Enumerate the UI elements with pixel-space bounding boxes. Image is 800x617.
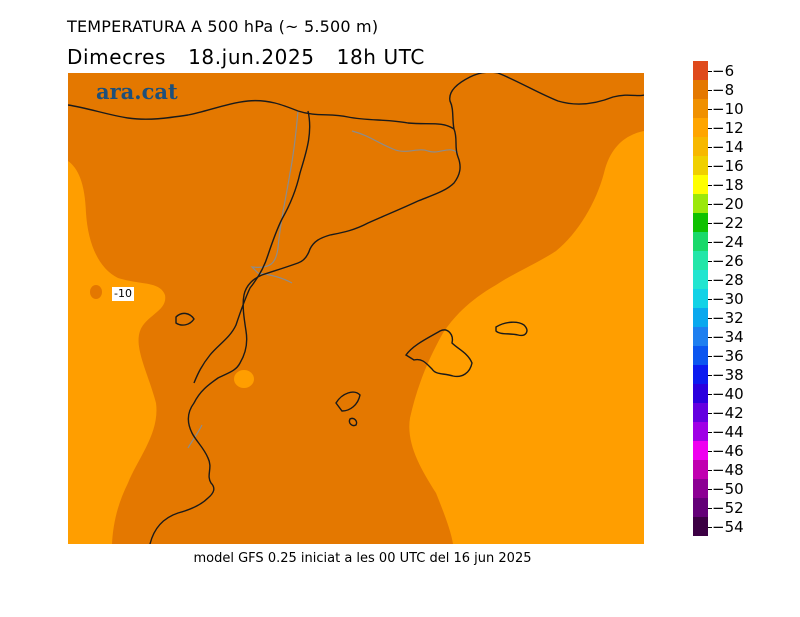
colorbar-tick bbox=[708, 241, 712, 243]
colorbar-segment bbox=[693, 498, 708, 517]
colorbar-tick bbox=[708, 431, 712, 433]
cold-blob-interior bbox=[234, 370, 254, 388]
colorbar-segment bbox=[693, 289, 708, 308]
colorbar-label: −26 bbox=[712, 251, 744, 270]
colorbar-segment bbox=[693, 403, 708, 422]
colorbar-segment bbox=[693, 118, 708, 137]
colorbar-label: −48 bbox=[712, 460, 744, 479]
colorbar-segment bbox=[693, 441, 708, 460]
colorbar-label: −24 bbox=[712, 232, 744, 251]
model-run-note: model GFS 0.25 iniciat a les 00 UTC del … bbox=[193, 551, 532, 566]
colorbar-label: −20 bbox=[712, 194, 744, 213]
colorbar-tick bbox=[708, 222, 712, 224]
coastline-interior-north bbox=[193, 110, 311, 384]
colorbar-tick bbox=[708, 70, 712, 72]
colorbar-label: −6 bbox=[712, 61, 735, 80]
coastline-mainland bbox=[149, 73, 498, 544]
cold-blob-west bbox=[90, 285, 102, 299]
weekday-label: Dimecres bbox=[67, 45, 167, 69]
colorbar-tick bbox=[708, 317, 712, 319]
colorbar-segment bbox=[693, 270, 708, 289]
colorbar-segment bbox=[693, 137, 708, 156]
contour-label: -10 bbox=[112, 287, 134, 301]
colorbar-segment bbox=[693, 251, 708, 270]
colorbar-segment bbox=[693, 346, 708, 365]
colorbar-label: −28 bbox=[712, 270, 744, 289]
colorbar-segment bbox=[693, 384, 708, 403]
colorbar-segment bbox=[693, 232, 708, 251]
colorbar-tick bbox=[708, 279, 712, 281]
colorbar-label: −34 bbox=[712, 327, 744, 346]
colorbar-label: −54 bbox=[712, 517, 744, 536]
colorbar-label: −40 bbox=[712, 384, 744, 403]
cold-region-east bbox=[409, 131, 644, 544]
colorbar-tick bbox=[708, 108, 712, 110]
colorbar-segment bbox=[693, 460, 708, 479]
colorbar-tick bbox=[708, 184, 712, 186]
colorbar-segment bbox=[693, 365, 708, 384]
colorbar-tick bbox=[708, 526, 712, 528]
brand-logo: ara.cat bbox=[96, 79, 178, 104]
colorbar-tick bbox=[708, 146, 712, 148]
colorbar-label: −30 bbox=[712, 289, 744, 308]
colorbar-segment bbox=[693, 99, 708, 118]
colorbar-tick bbox=[708, 89, 712, 91]
chart-subtitle: Dimecres 18.jun.2025 18h UTC bbox=[67, 45, 447, 69]
colorbar-label: −18 bbox=[712, 175, 744, 194]
colorbar-label: −36 bbox=[712, 346, 744, 365]
colorbar-tick bbox=[708, 393, 712, 395]
colorbar-segment bbox=[693, 80, 708, 99]
island-interior-lake bbox=[175, 312, 195, 326]
colorbar-label: −8 bbox=[712, 80, 735, 99]
colorbar-label: −14 bbox=[712, 137, 744, 156]
colorbar-tick bbox=[708, 355, 712, 357]
island-mallorca bbox=[405, 329, 473, 378]
colorbar-tick bbox=[708, 260, 712, 262]
colorbar-tick bbox=[708, 507, 712, 509]
island-ibiza bbox=[335, 391, 361, 427]
colorbar-tick bbox=[708, 412, 712, 414]
coastline-north-edge bbox=[68, 99, 455, 130]
colorbar-tick bbox=[708, 165, 712, 167]
chart-title: TEMPERATURA A 500 hPa (~ 5.500 m) bbox=[67, 17, 379, 36]
border-line-north bbox=[250, 110, 299, 284]
colorbar-label: −32 bbox=[712, 308, 744, 327]
colorbar-label: −50 bbox=[712, 479, 744, 498]
colorbar-tick bbox=[708, 298, 712, 300]
colorbar-segment bbox=[693, 422, 708, 441]
colorbar-segment bbox=[693, 175, 708, 194]
colorbar-segment bbox=[693, 194, 708, 213]
colorbar-tick bbox=[708, 127, 712, 129]
colorbar-segment bbox=[693, 156, 708, 175]
coastline-east-edge bbox=[497, 73, 644, 105]
colorbar-segment bbox=[693, 308, 708, 327]
colorbar-tick bbox=[708, 203, 712, 205]
colorbar-label: −22 bbox=[712, 213, 744, 232]
colorbar-label: −46 bbox=[712, 441, 744, 460]
colorbar-tick bbox=[708, 336, 712, 338]
colorbar-segment bbox=[693, 327, 708, 346]
colorbar-label: −12 bbox=[712, 118, 744, 137]
colorbar-label: −38 bbox=[712, 365, 744, 384]
colorbar-tick bbox=[708, 469, 712, 471]
colorbar-tick bbox=[708, 488, 712, 490]
time-label: 18h UTC bbox=[336, 45, 425, 69]
island-menorca bbox=[495, 321, 528, 337]
colorbar-segment bbox=[693, 517, 708, 536]
colorbar-segment bbox=[693, 479, 708, 498]
date-label: 18.jun.2025 bbox=[188, 45, 315, 69]
colorbar-segment bbox=[693, 213, 708, 232]
border-line-pyrenees bbox=[351, 130, 459, 154]
colorbar-label: −42 bbox=[712, 403, 744, 422]
temperature-map bbox=[68, 73, 644, 544]
colorbar-tick bbox=[708, 450, 712, 452]
colorbar-label: −16 bbox=[712, 156, 744, 175]
colorbar-label: −44 bbox=[712, 422, 744, 441]
cold-region-west bbox=[68, 161, 166, 544]
colorbar-label: −10 bbox=[712, 99, 744, 118]
colorbar-label: −52 bbox=[712, 498, 744, 517]
colorbar-segment bbox=[693, 61, 708, 80]
colorbar-tick bbox=[708, 374, 712, 376]
